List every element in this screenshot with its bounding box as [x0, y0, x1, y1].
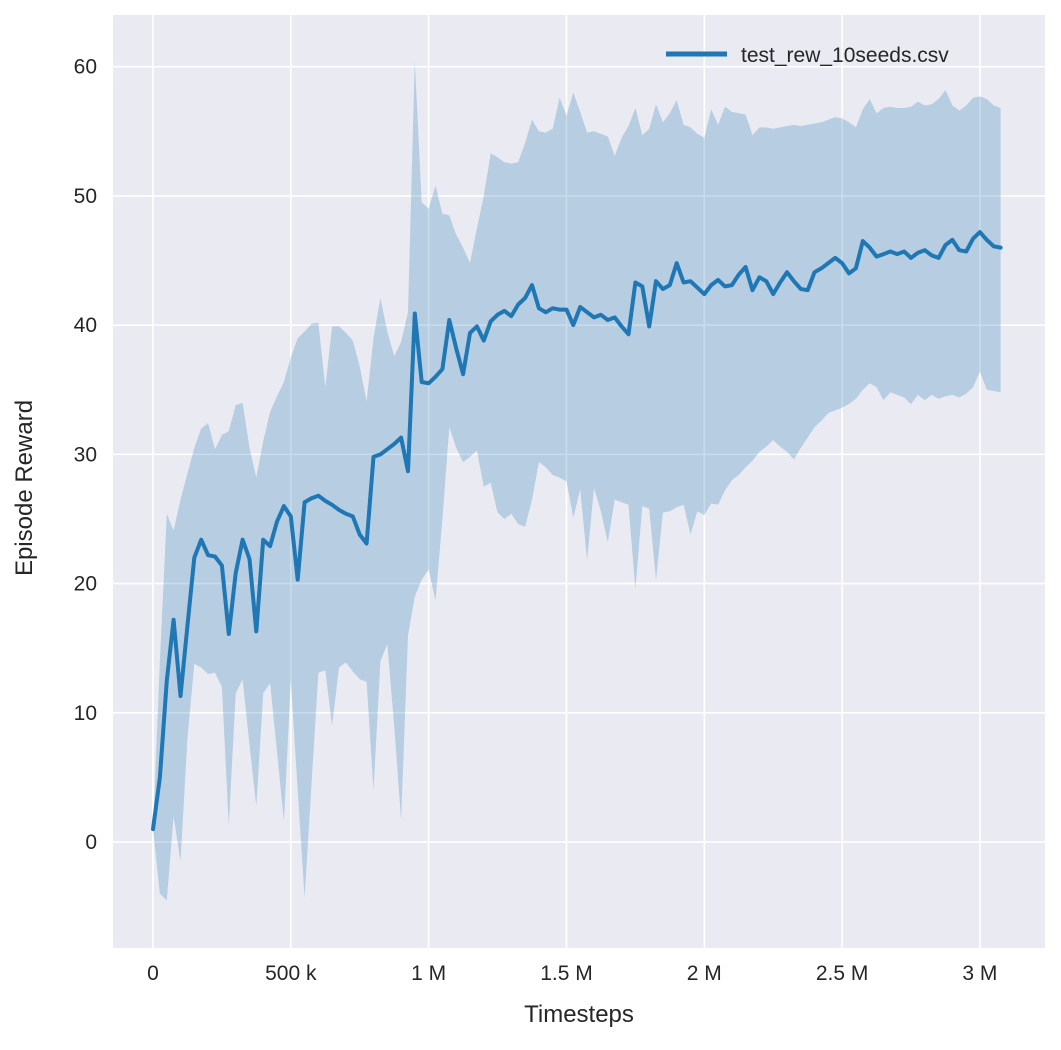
y-tick-label: 20	[74, 573, 97, 596]
legend-label: test_rew_10seeds.csv	[741, 44, 949, 67]
y-tick-label: 0	[85, 831, 97, 854]
legend: test_rew_10seeds.csv	[666, 44, 949, 67]
x-tick-label: 0	[147, 962, 159, 985]
x-tick-label: 500 k	[265, 962, 317, 985]
y-tick-label: 50	[74, 185, 97, 208]
mean-line	[151, 230, 1003, 832]
x-tick-labels: 0 500 k 1 M 1.5 M 2 M 2.5 M 3 M	[147, 962, 997, 985]
y-tick-label: 10	[74, 702, 97, 725]
gridlines	[113, 15, 1045, 948]
y-tick-labels: 0 10 20 30 40 50 60	[74, 56, 97, 854]
x-axis-label: Timesteps	[524, 1001, 634, 1028]
x-tick-label: 1 M	[411, 962, 446, 985]
x-tick-label: 1.5 M	[540, 962, 593, 985]
y-tick-label: 30	[74, 443, 97, 466]
y-axis-label: Episode Reward	[11, 400, 38, 576]
x-tick-label: 2 M	[687, 962, 722, 985]
plot-area	[113, 15, 1045, 948]
mean-reward-line	[151, 230, 1003, 832]
y-tick-label: 40	[74, 314, 97, 337]
x-tick-label: 2.5 M	[816, 962, 869, 985]
y-tick-label: 60	[74, 56, 97, 79]
x-tick-label: 3 M	[962, 962, 997, 985]
